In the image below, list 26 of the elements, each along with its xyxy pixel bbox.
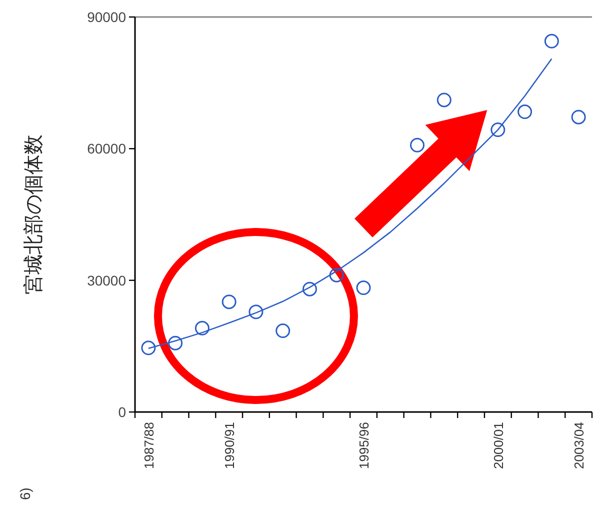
point [518, 104, 532, 120]
x-tick-label: 1987/88 [141, 422, 156, 469]
point [410, 138, 425, 152]
x-tick-label: 1990/91 [222, 422, 238, 469]
point [329, 268, 344, 282]
point [222, 294, 236, 310]
y-tick-label: 60000 [87, 140, 126, 157]
point [248, 304, 264, 320]
point [490, 122, 506, 138]
point [168, 336, 183, 350]
x-tick-label: 2003/04 [572, 422, 587, 469]
point [436, 92, 452, 108]
x-tick-label: 2000/01 [490, 422, 506, 469]
x-tick-label: 1995/96 [356, 422, 372, 469]
point [194, 320, 210, 336]
y-tick-label: 30000 [87, 272, 126, 288]
point [302, 282, 317, 296]
point [141, 340, 156, 356]
y-tick-label: 90000 [87, 9, 126, 25]
y-axis-title: 宮城北部の個体数 [22, 134, 45, 294]
point [276, 324, 290, 338]
point [356, 280, 371, 296]
text: 6) [17, 488, 33, 500]
point [544, 34, 559, 48]
point [571, 110, 586, 124]
y-tick-label: 0 [118, 404, 126, 420]
